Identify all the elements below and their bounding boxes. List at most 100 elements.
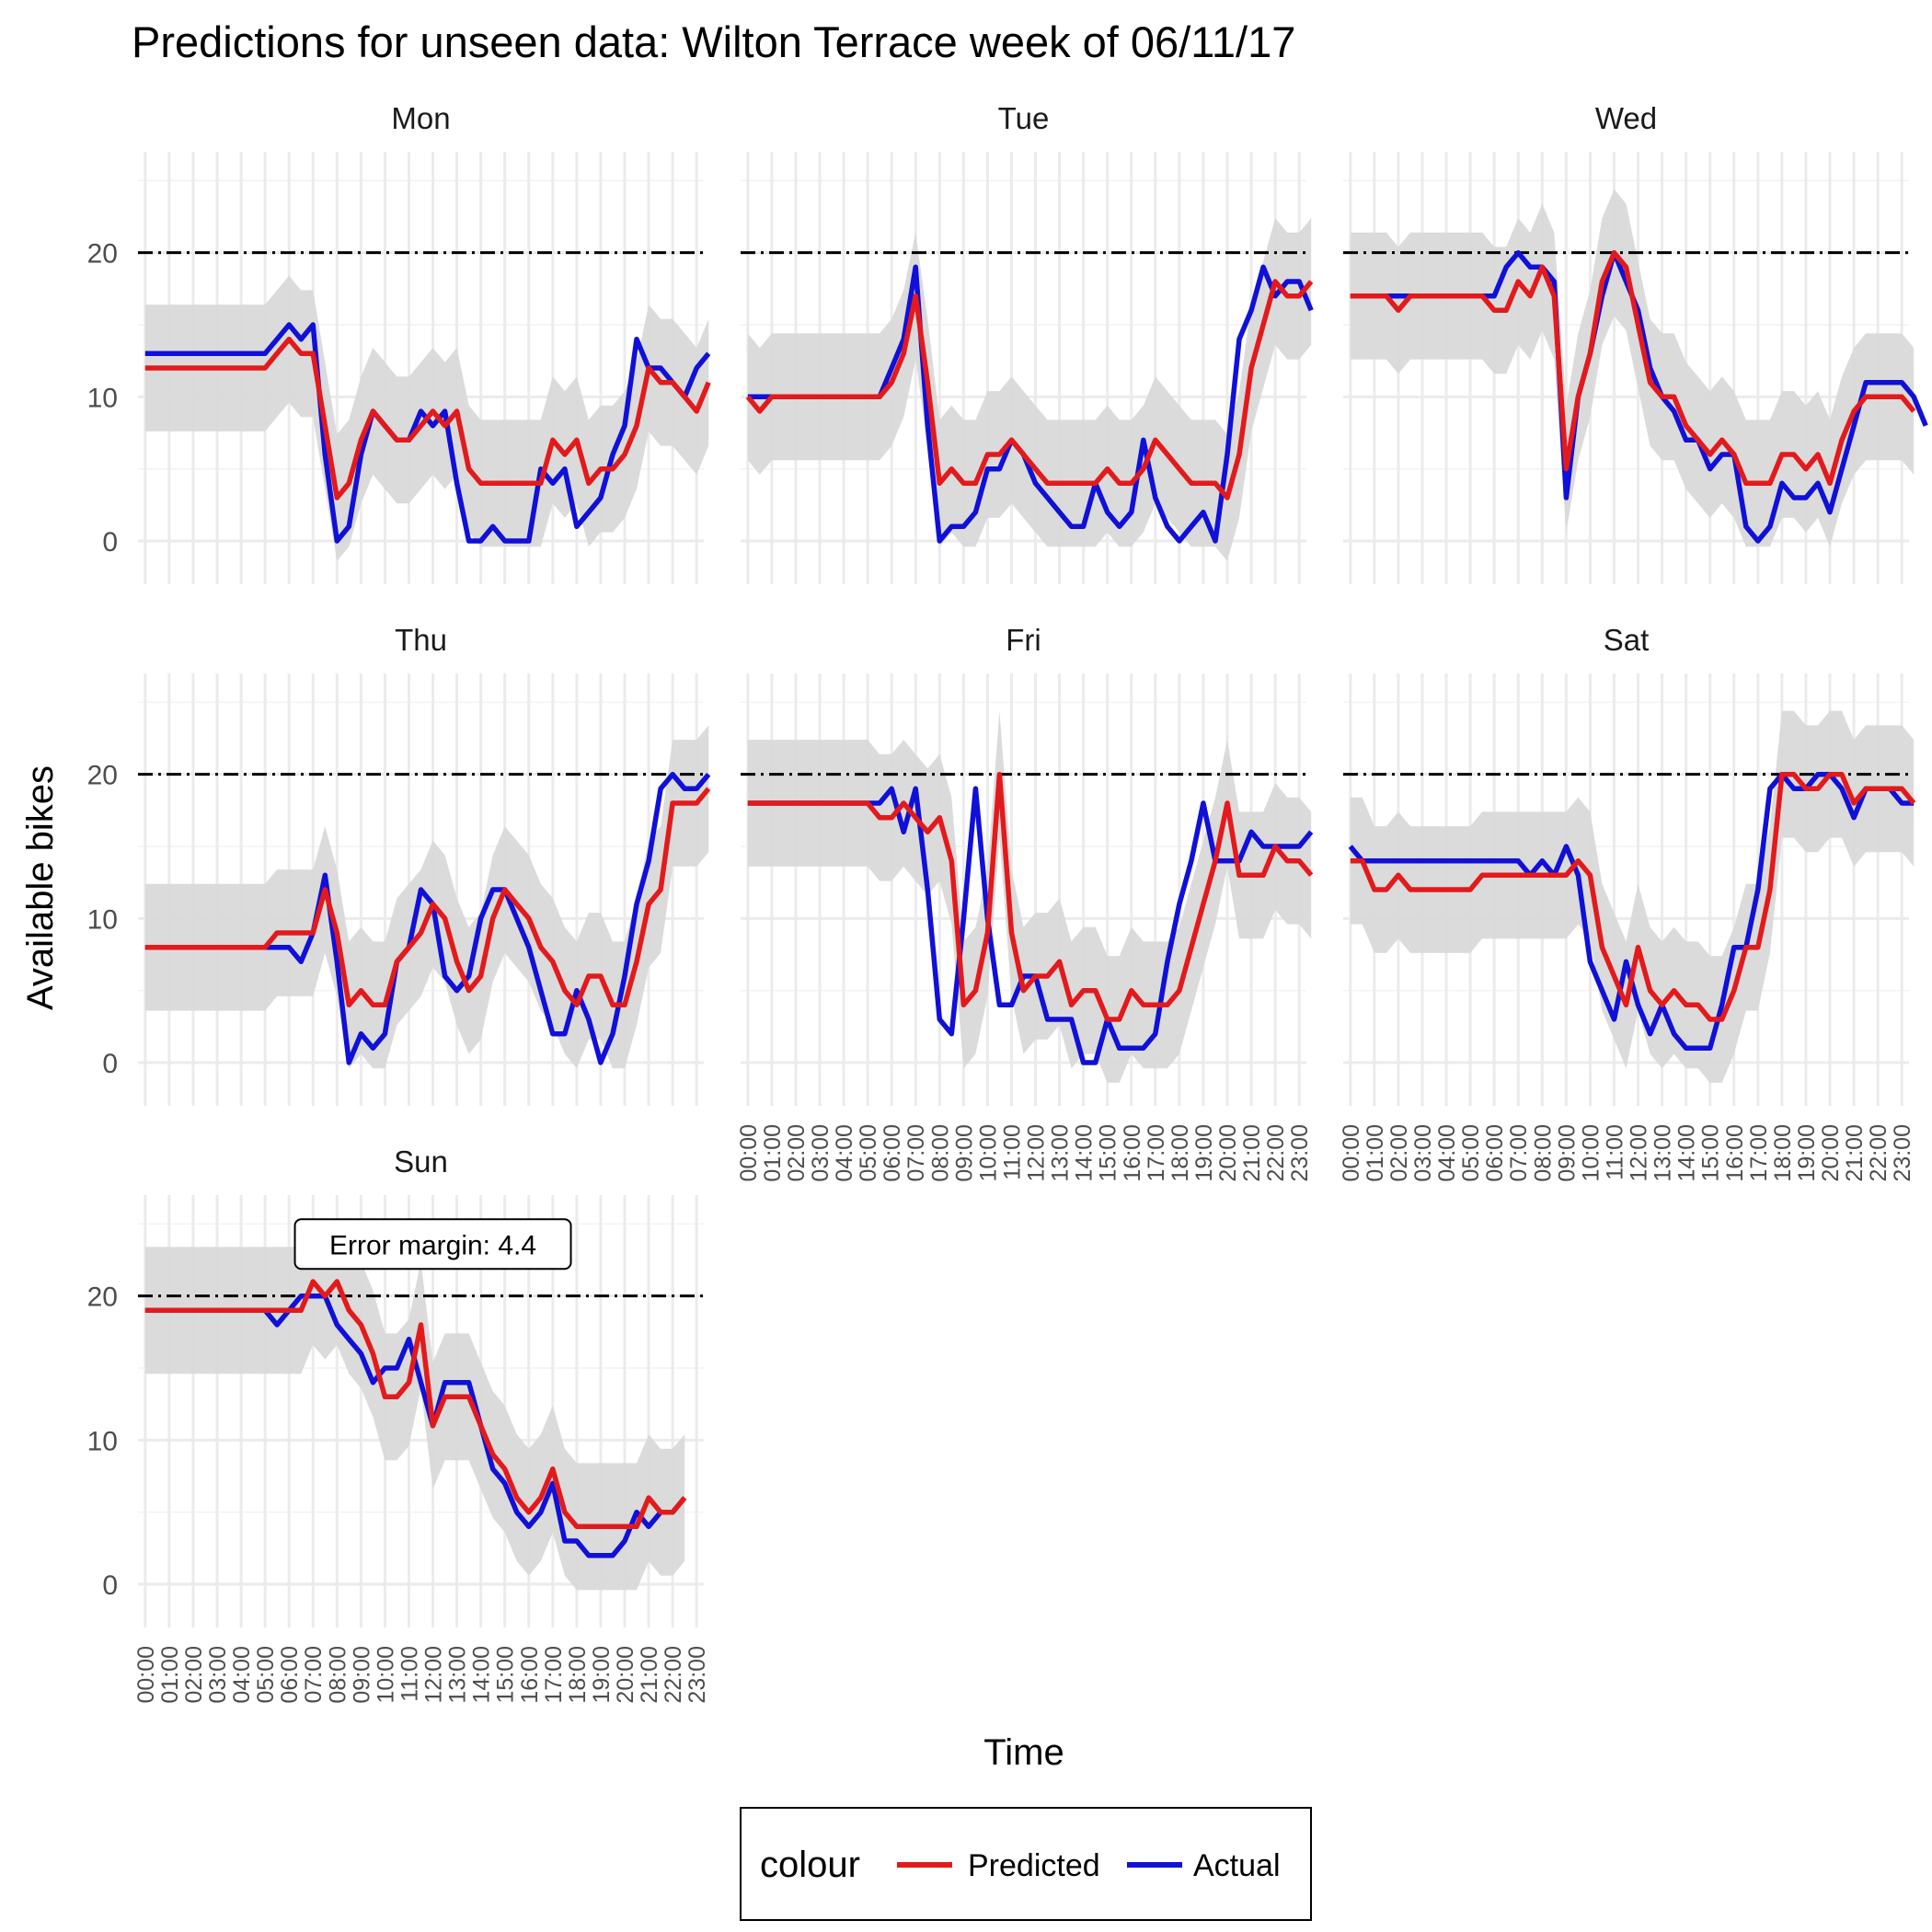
series-line-predicted-sun	[144, 1279, 687, 1530]
x-tick-label: 15:00	[1698, 1124, 1724, 1182]
x-tick-label: 17:00	[1746, 1124, 1772, 1182]
x-tick-label: 20:00	[613, 1646, 638, 1704]
legend-label-actual: Actual	[1193, 1848, 1281, 1883]
x-tick-label: 21:00	[1842, 1124, 1868, 1182]
x-tick-label: 13:00	[445, 1646, 471, 1704]
x-tick-label: 19:00	[1794, 1124, 1820, 1182]
y-tick-label: 0	[102, 527, 118, 558]
x-tick-label: 20:00	[1215, 1124, 1241, 1182]
x-tick-label: 09:00	[951, 1124, 977, 1182]
x-tick-label: 03:00	[1410, 1124, 1436, 1182]
x-tick-label: 16:00	[1722, 1124, 1748, 1182]
legend-box	[740, 1807, 1312, 1921]
x-tick-label: 22:00	[661, 1646, 686, 1704]
legend: colour Predicted Actual	[740, 1807, 1312, 1921]
y-axis-title: Available bikes	[20, 765, 61, 1010]
x-tick-label: 22:00	[1866, 1124, 1892, 1182]
x-tick-label: 10:00	[975, 1124, 1001, 1182]
x-tick-label: 21:00	[637, 1646, 662, 1704]
x-tick-label: 03:00	[808, 1124, 834, 1182]
x-tick-label: 18:00	[565, 1646, 591, 1704]
x-tick-label: 02:00	[784, 1124, 810, 1182]
y-tick-label: 10	[87, 904, 118, 935]
series-line-predicted-thu	[144, 787, 711, 1008]
x-tick-label: 04:00	[1434, 1124, 1460, 1182]
chart-title: Predictions for unseen data: Wilton Terr…	[132, 17, 1295, 66]
x-tick-label: 08:00	[1530, 1124, 1556, 1182]
x-tick-label: 05:00	[253, 1646, 279, 1704]
x-tick-label: 07:00	[1506, 1124, 1532, 1182]
y-tick-label: 20	[87, 239, 118, 270]
x-tick-label: 16:00	[517, 1646, 543, 1704]
x-tick-label: 14:00	[1072, 1124, 1098, 1182]
x-tick-label: 00:00	[1339, 1124, 1364, 1182]
panel-sun: Sun 0 10 20 00:0001:0002:0003:0004:0005:0006…	[87, 1144, 711, 1704]
x-tick-label: 09:00	[349, 1646, 374, 1704]
y-tick-label: 20	[87, 761, 118, 791]
error-band-sun	[144, 1218, 685, 1591]
error-band-fri	[747, 710, 1312, 1083]
legend-title: colour	[760, 1845, 860, 1885]
panel-thu: Thu 0 10 20	[87, 623, 711, 1106]
error-band-wed	[1350, 189, 1915, 547]
x-tick-label: 04:00	[832, 1124, 857, 1182]
series-line-predicted-wed	[1350, 249, 1916, 487]
annotation-error-margin: Error margin: 4.4	[329, 1230, 536, 1260]
panel-label-fri: Fri	[1006, 623, 1041, 657]
x-tick-label: 09:00	[1554, 1124, 1580, 1182]
series-line-predicted-mon	[144, 336, 711, 500]
y-tick-label: 10	[87, 383, 118, 413]
panel-sat: Sat 00:0001:0002:0003:0004:0005:0006:0007…	[1339, 623, 1916, 1182]
x-tick-label: 01:00	[157, 1646, 183, 1704]
x-tick-label: 02:00	[181, 1646, 207, 1704]
x-tick-label: 22:00	[1263, 1124, 1289, 1182]
panel-label-mon: Mon	[391, 101, 450, 135]
x-tick-label: 17:00	[541, 1646, 567, 1704]
panel-mon: Mon 0 10 20	[87, 101, 711, 584]
y-tick-label: 0	[102, 1049, 118, 1079]
series-line-predicted-fri	[747, 771, 1314, 1022]
x-tick-label: 12:00	[421, 1646, 447, 1704]
x-tick-label: 06:00	[277, 1646, 303, 1704]
x-tick-label: 06:00	[880, 1124, 905, 1182]
x-tick-label: 01:00	[760, 1124, 786, 1182]
x-tick-label: 05:00	[1458, 1124, 1484, 1182]
x-tick-label: 17:00	[1144, 1124, 1169, 1182]
x-tick-label: 08:00	[325, 1646, 351, 1704]
x-tick-label: 07:00	[903, 1124, 929, 1182]
panel-label-thu: Thu	[395, 623, 447, 657]
x-tick-label: 11:00	[1000, 1124, 1026, 1180]
y-tick-label: 10	[87, 1426, 118, 1456]
x-tick-label: 18:00	[1770, 1124, 1796, 1182]
x-tick-label: 13:00	[1048, 1124, 1074, 1182]
x-tick-label: 21:00	[1239, 1124, 1265, 1182]
panel-label-sat: Sat	[1604, 623, 1650, 657]
x-tick-label: 10:00	[1578, 1124, 1604, 1182]
x-tick-label: 13:00	[1650, 1124, 1676, 1182]
x-tick-label: 03:00	[205, 1646, 231, 1704]
x-tick-label: 23:00	[1287, 1124, 1313, 1182]
x-tick-label: 04:00	[229, 1646, 255, 1704]
panel-wed: Wed	[1343, 101, 1928, 584]
x-tick-label: 16:00	[1120, 1124, 1145, 1182]
x-tick-label: 11:00	[1603, 1124, 1628, 1180]
panel-label-wed: Wed	[1595, 101, 1657, 135]
x-tick-label: 10:00	[373, 1646, 398, 1704]
x-tick-label: 23:00	[1890, 1124, 1915, 1182]
panel-tue: Tue	[741, 101, 1314, 584]
x-tick-label: 15:00	[493, 1646, 519, 1704]
x-tick-label: 19:00	[1191, 1124, 1217, 1182]
legend-label-predicted: Predicted	[968, 1848, 1100, 1883]
y-tick-label: 0	[102, 1570, 118, 1601]
x-tick-label: 06:00	[1482, 1124, 1508, 1182]
x-tick-label: 00:00	[736, 1124, 762, 1182]
x-tick-label: 07:00	[301, 1646, 327, 1704]
x-tick-label: 08:00	[927, 1124, 953, 1182]
x-tick-label: 00:00	[133, 1646, 159, 1704]
annotation-box	[293, 1218, 572, 1271]
x-tick-label: 23:00	[684, 1646, 710, 1704]
x-tick-label: 12:00	[1024, 1124, 1050, 1182]
x-tick-label: 20:00	[1818, 1124, 1844, 1182]
